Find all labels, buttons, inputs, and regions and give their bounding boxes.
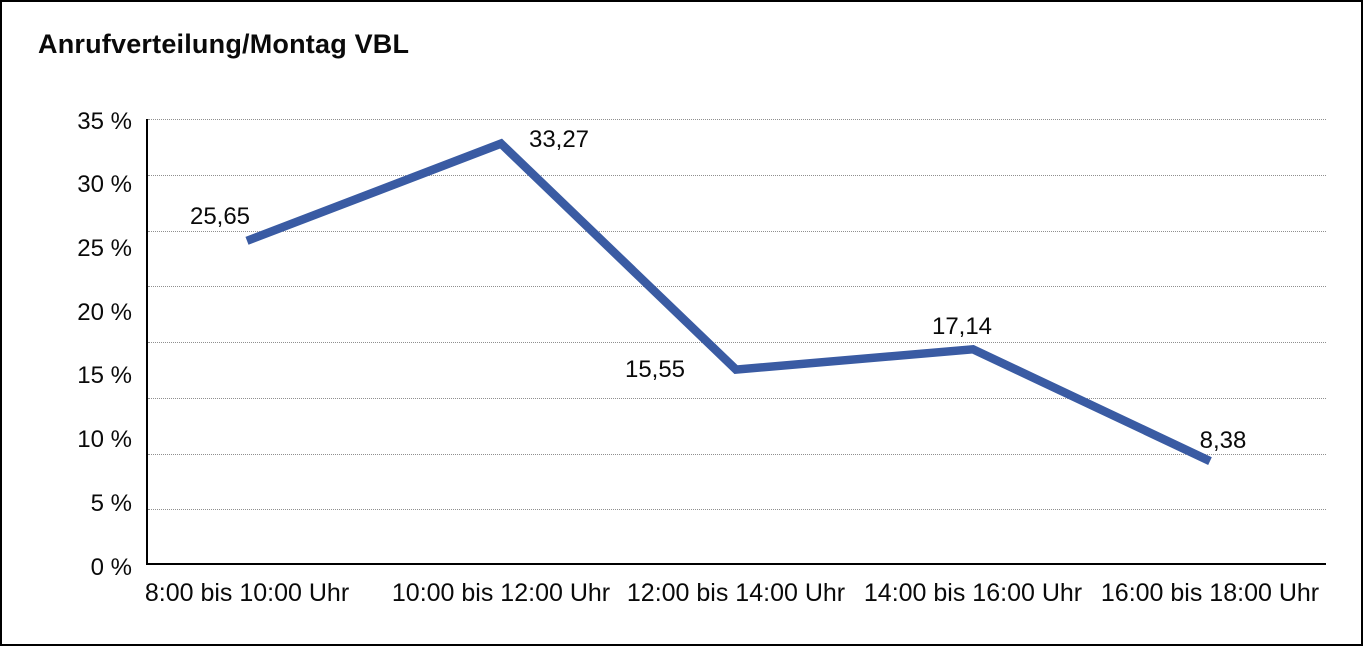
x-tick-label: 8:00 bis 10:00 Uhr	[144, 579, 350, 607]
y-tick-label: 15 %	[77, 362, 132, 390]
chart-title: Anrufverteilung/Montag VBL	[38, 29, 410, 59]
y-tick-label: 35 %	[77, 107, 132, 135]
gridline	[148, 397, 1326, 399]
gridline	[148, 174, 1326, 176]
data-label: 25,65	[189, 202, 251, 230]
gridline	[148, 230, 1326, 232]
y-tick-label: 5 %	[90, 489, 132, 517]
data-label: 17,14	[931, 313, 993, 341]
gridline	[148, 509, 1326, 511]
x-tick-label: 10:00 bis 12:00 Uhr	[391, 579, 611, 607]
y-tick-label: 10 %	[77, 426, 132, 454]
y-tick-label: 25 %	[77, 234, 132, 262]
plot-area	[146, 119, 1326, 565]
gridline	[148, 286, 1326, 288]
x-tick-label: 12:00 bis 14:00 Uhr	[626, 579, 846, 607]
data-label: 15,55	[624, 355, 686, 383]
y-tick-label: 20 %	[77, 298, 132, 326]
y-tick-label: 0 %	[90, 553, 132, 581]
gridline	[148, 342, 1326, 343]
gridline	[148, 119, 1326, 120]
y-tick-label: 30 %	[77, 171, 132, 199]
gridline	[148, 453, 1326, 455]
x-tick-label: 14:00 bis 16:00 Uhr	[863, 579, 1083, 607]
x-tick-label: 16:00 bis 18:00 Uhr	[1100, 579, 1320, 607]
data-label: 8,38	[1199, 427, 1247, 455]
data-label: 33,27	[528, 125, 590, 153]
